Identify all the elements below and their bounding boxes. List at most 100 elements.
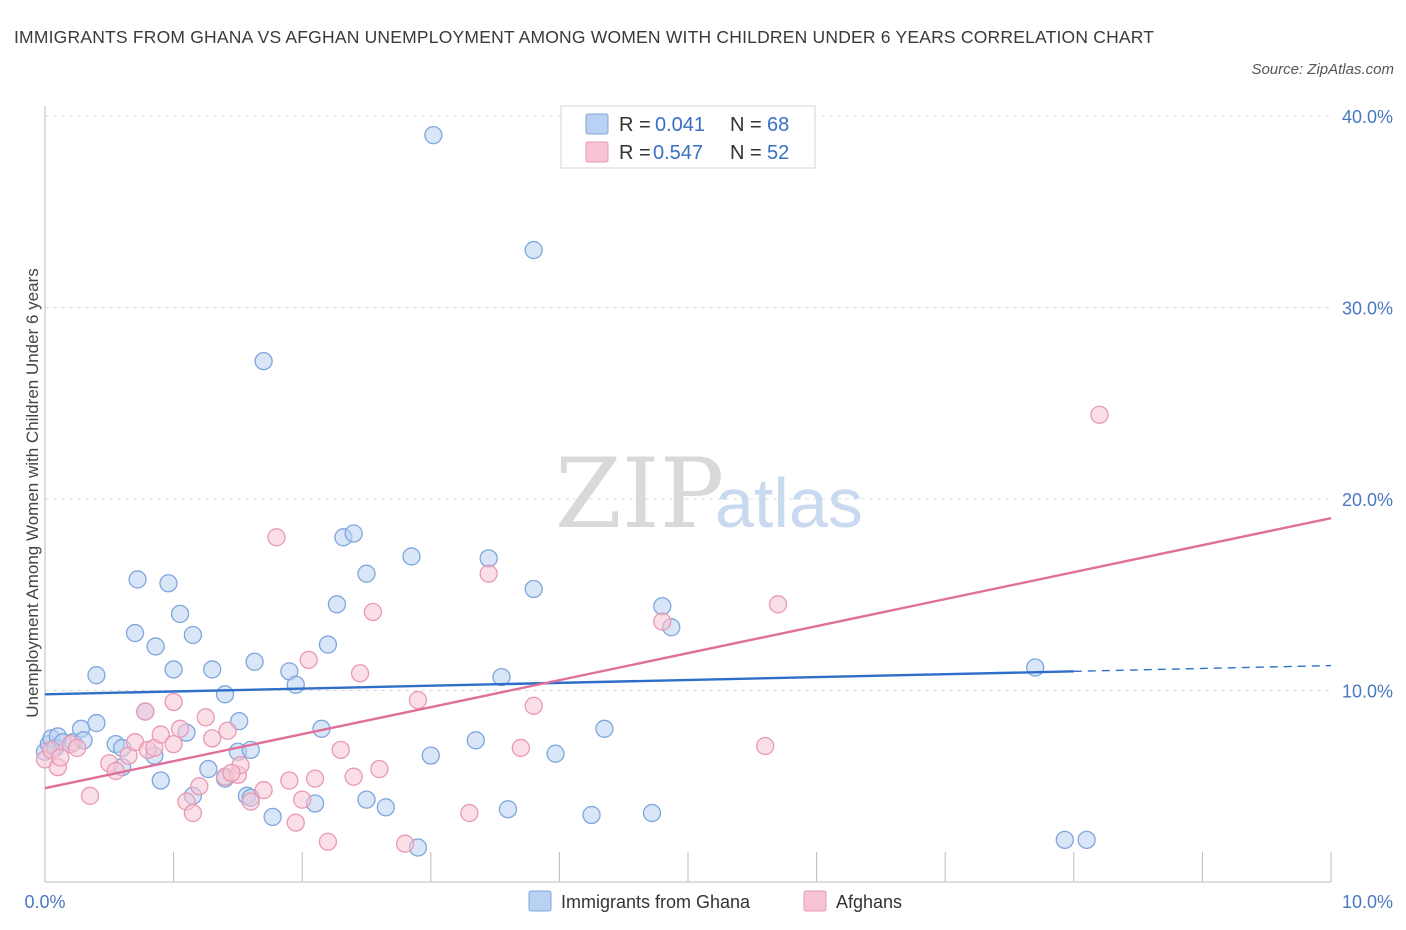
tick-labels: 10.0% 20.0% 30.0% 40.0% 0.0% 10.0% [24,107,1393,912]
point-ghana-50 [479,549,498,568]
point-ghana-32 [254,351,273,371]
point-ghana-15 [125,623,145,643]
point-afghan-13 [151,725,170,744]
axes [44,106,1332,883]
legend-r-value-ghana: 0.041 [655,114,705,136]
legend-r-label-ghana: R = [619,114,651,136]
point-ghana-23 [203,660,222,679]
legend-r-label-afghan: R = [619,142,651,164]
x-tick-label-1: 10.0% [1342,892,1393,912]
point-afghan-20 [196,708,215,727]
point-ghana-33 [263,807,282,827]
legend-n-label-ghana: N = [730,114,762,136]
point-afghan-19 [190,777,209,796]
bottom-legend: Immigrants from Ghana Afghans [528,890,902,912]
point-ghana-45 [402,547,421,566]
point-afghan-16 [170,719,190,738]
point-afghan-33 [305,769,325,788]
point-afghan-41 [408,690,428,710]
point-afghan-39 [370,759,389,779]
point-ghana-14 [87,666,106,685]
trend-line-ghana-extension [1073,664,1332,673]
point-afghan-43 [479,564,498,583]
point-afghan-49 [1090,405,1109,424]
point-ghana-39 [327,595,347,614]
watermark: ZIP atlas [555,438,863,550]
point-ghana-21 [183,625,203,645]
chart-source: Source: ZipAtlas.com [1251,61,1394,78]
bottom-legend-ghana: Immigrants from Ghana [561,892,751,912]
point-afghan-42 [460,803,479,823]
trend-lines [44,516,1332,790]
point-afghan-30 [286,813,305,832]
y-tick-label-1: 20.0% [1342,490,1393,510]
point-ghana-59 [653,597,672,616]
bottom-legend-swatch-afghan [803,890,827,912]
point-afghan-15 [164,692,183,712]
point-afghan-38 [363,602,383,622]
y-tick-label-3: 40.0% [1342,107,1393,127]
x-tick-label-0: 0.0% [24,892,65,912]
bottom-legend-swatch-ghana [528,890,552,912]
watermark-zip: ZIP [555,438,724,550]
point-ghana-8 [87,713,106,733]
point-ghana-48 [424,125,443,145]
point-ghana-20 [170,604,190,624]
point-ghana-16 [128,570,147,589]
point-afghan-28 [267,528,286,547]
point-ghana-47 [421,746,440,765]
point-afghan-40 [395,834,415,853]
bottom-legend-afghan: Afghans [836,892,902,912]
point-ghana-17 [146,637,165,656]
point-afghan-36 [344,767,363,786]
legend-r-value-afghan: 0.547 [653,142,703,164]
point-ghana-42 [357,564,376,583]
grid-lines [45,115,1331,691]
chart-title: IMMIGRANTS FROM GHANA VS AFGHAN UNEMPLOY… [14,27,1155,47]
point-ghana-44 [376,798,395,817]
point-ghana-54 [524,579,543,599]
point-afghan-46 [653,612,672,631]
point-ghana-35 [286,675,305,694]
point-ghana-53 [524,240,543,260]
point-afghan-32 [299,650,318,670]
point-afghan-21 [203,729,222,748]
y-axis-label: Unemployment Among Women with Children U… [23,268,42,717]
point-afghan-44 [511,738,530,758]
point-ghana-41 [344,524,363,543]
point-ghana-18 [159,574,178,593]
point-afghan-5 [80,786,100,805]
point-afghan-34 [318,832,338,851]
point-afghan-47 [756,736,775,756]
legend-swatch-afghan [585,141,609,163]
watermark-atlas: atlas [715,464,863,542]
legend-box: R = 0.041 N = 68 R = 0.547 N = 52 [560,105,816,169]
point-afghan-27 [254,780,273,800]
point-ghana-55 [546,744,565,763]
point-afghan-4 [68,738,87,758]
point-ghana-49 [466,731,485,750]
point-afghan-23 [218,721,237,740]
point-afghan-37 [350,664,370,683]
point-afghan-31 [293,790,312,809]
point-afghan-51 [222,763,241,782]
point-afghan-50 [51,748,70,767]
point-ghana-58 [642,803,662,823]
point-ghana-64 [151,771,170,790]
y-tick-label-0: 10.0% [1342,682,1393,702]
legend-n-value-afghan: 52 [767,142,789,164]
y-tick-label-2: 30.0% [1342,299,1393,319]
point-ghana-56 [582,805,601,825]
legend-n-value-ghana: 68 [767,114,789,136]
point-ghana-62 [1055,830,1074,850]
point-afghan-14 [164,734,183,754]
point-ghana-24 [199,759,218,779]
point-ghana-38 [318,635,338,654]
point-afghan-26 [241,792,260,811]
point-ghana-63 [1077,830,1096,850]
trend-line-afghan [44,516,1332,790]
point-ghana-30 [245,652,264,671]
trend-line-ghana [44,670,1074,696]
legend-n-label-afghan: N = [730,142,762,164]
